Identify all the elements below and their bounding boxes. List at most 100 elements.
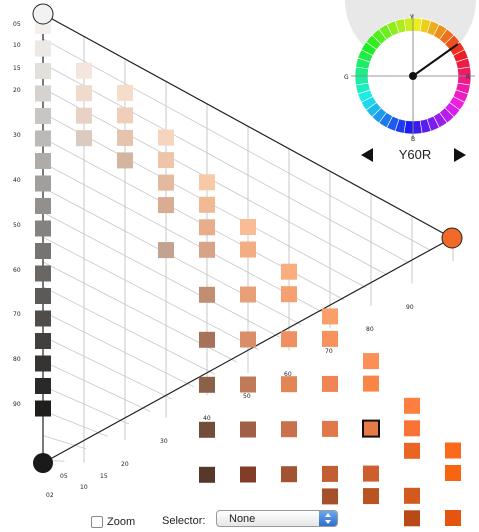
selector-dropdown[interactable]: None [216, 510, 338, 527]
color-swatch[interactable] [322, 375, 338, 392]
color-swatch[interactable] [281, 331, 297, 348]
hue-wheel[interactable]: Y R B G [344, 0, 476, 143]
zoom-checkbox[interactable] [91, 516, 103, 528]
grid-diagonal [42, 360, 151, 412]
color-swatch[interactable] [322, 465, 338, 482]
color-swatch[interactable] [35, 378, 51, 394]
triangle-outline [42, 12, 454, 465]
color-swatch[interactable] [35, 108, 51, 124]
color-swatch[interactable] [158, 129, 174, 146]
color-swatch[interactable] [35, 153, 51, 169]
color-swatch[interactable] [363, 465, 379, 482]
color-swatch[interactable] [35, 63, 51, 79]
color-swatch[interactable] [404, 420, 420, 437]
color-swatch[interactable] [35, 355, 51, 372]
color-swatch[interactable] [240, 331, 256, 348]
hue-pointer[interactable] [412, 43, 459, 77]
color-swatch[interactable] [199, 331, 215, 348]
color-swatch[interactable] [35, 220, 51, 237]
color-swatch[interactable] [76, 85, 92, 102]
color-swatch[interactable] [117, 129, 133, 146]
grid-diagonal [42, 88, 388, 276]
color-swatch[interactable] [35, 333, 51, 349]
wheel-label-bottom: B [411, 136, 415, 143]
color-swatch[interactable] [35, 175, 51, 192]
zoom-label: Zoom [107, 516, 136, 528]
color-swatch[interactable] [445, 442, 461, 459]
black-node[interactable] [33, 453, 53, 473]
color-swatch[interactable] [281, 376, 297, 393]
color-swatch[interactable] [322, 488, 338, 505]
hue-navigation: Y60R [360, 146, 470, 166]
color-swatch[interactable] [76, 62, 92, 79]
color-swatch[interactable] [281, 263, 297, 280]
full-color-node[interactable] [441, 227, 463, 249]
color-swatch[interactable] [199, 286, 215, 303]
color-swatch[interactable] [35, 400, 51, 417]
color-swatch[interactable] [158, 152, 174, 169]
color-swatch[interactable] [363, 353, 379, 370]
color-swatch[interactable] [240, 421, 256, 438]
white-node[interactable] [32, 3, 54, 25]
color-swatch[interactable] [199, 241, 215, 258]
color-swatch[interactable] [35, 130, 51, 147]
color-swatch[interactable] [281, 286, 297, 303]
next-hue-icon[interactable] [453, 148, 467, 162]
color-swatch[interactable] [404, 442, 420, 459]
bottom-scale-tick: 80 [366, 326, 374, 333]
color-swatch[interactable] [404, 510, 420, 527]
color-swatch[interactable] [322, 420, 338, 437]
wheel-label-right: R [466, 74, 470, 81]
color-swatch[interactable] [76, 130, 92, 147]
color-swatch[interactable] [281, 466, 297, 483]
color-swatch[interactable] [35, 198, 51, 214]
left-scale-tick: 70 [13, 311, 21, 318]
hue-name: Y60R [398, 147, 432, 162]
color-swatch[interactable] [240, 376, 256, 393]
color-swatch[interactable] [240, 241, 256, 258]
color-swatch-selected[interactable] [362, 419, 380, 438]
color-swatch[interactable] [117, 152, 133, 169]
color-swatch[interactable] [158, 174, 174, 191]
bottom-scale-tick: 40 [203, 415, 211, 422]
color-swatch[interactable] [363, 488, 379, 505]
color-swatch[interactable] [76, 107, 92, 124]
color-swatch[interactable] [445, 465, 461, 481]
color-swatch[interactable] [117, 107, 133, 124]
color-swatch[interactable] [117, 84, 133, 101]
color-swatch[interactable] [199, 376, 215, 393]
color-swatch[interactable] [35, 265, 51, 282]
color-swatch[interactable] [322, 330, 338, 347]
left-scale-tick: 30 [13, 132, 21, 139]
color-swatch[interactable] [240, 219, 256, 235]
bottom-scale-tick: 02 [46, 492, 54, 499]
color-swatches[interactable] [35, 18, 479, 527]
color-swatch[interactable] [199, 174, 215, 191]
color-swatch[interactable] [240, 466, 256, 483]
color-swatch[interactable] [281, 421, 297, 438]
color-swatch[interactable] [158, 242, 174, 259]
color-swatch[interactable] [322, 308, 338, 325]
color-swatch[interactable] [240, 286, 256, 303]
color-swatch[interactable] [445, 510, 461, 526]
color-swatch[interactable] [199, 219, 215, 236]
color-swatch[interactable] [35, 310, 51, 327]
color-swatch[interactable] [199, 196, 215, 213]
color-swatch[interactable] [199, 421, 215, 438]
color-swatch[interactable] [35, 288, 51, 304]
left-scale-tick: 50 [13, 222, 21, 229]
color-swatch[interactable] [35, 85, 51, 102]
color-swatch[interactable] [363, 375, 379, 392]
grid-diagonal [42, 212, 280, 338]
color-swatch[interactable] [35, 40, 51, 57]
color-swatch[interactable] [158, 197, 174, 214]
color-swatch[interactable] [404, 397, 420, 414]
previous-hue-icon[interactable] [360, 148, 374, 162]
dropdown-arrows-icon[interactable] [319, 511, 337, 526]
color-swatch[interactable] [35, 243, 51, 259]
color-swatch[interactable] [199, 466, 215, 483]
bottom-scale-tick: 20 [121, 461, 129, 468]
grid-diagonal [42, 38, 431, 251]
color-swatch[interactable] [404, 487, 420, 504]
